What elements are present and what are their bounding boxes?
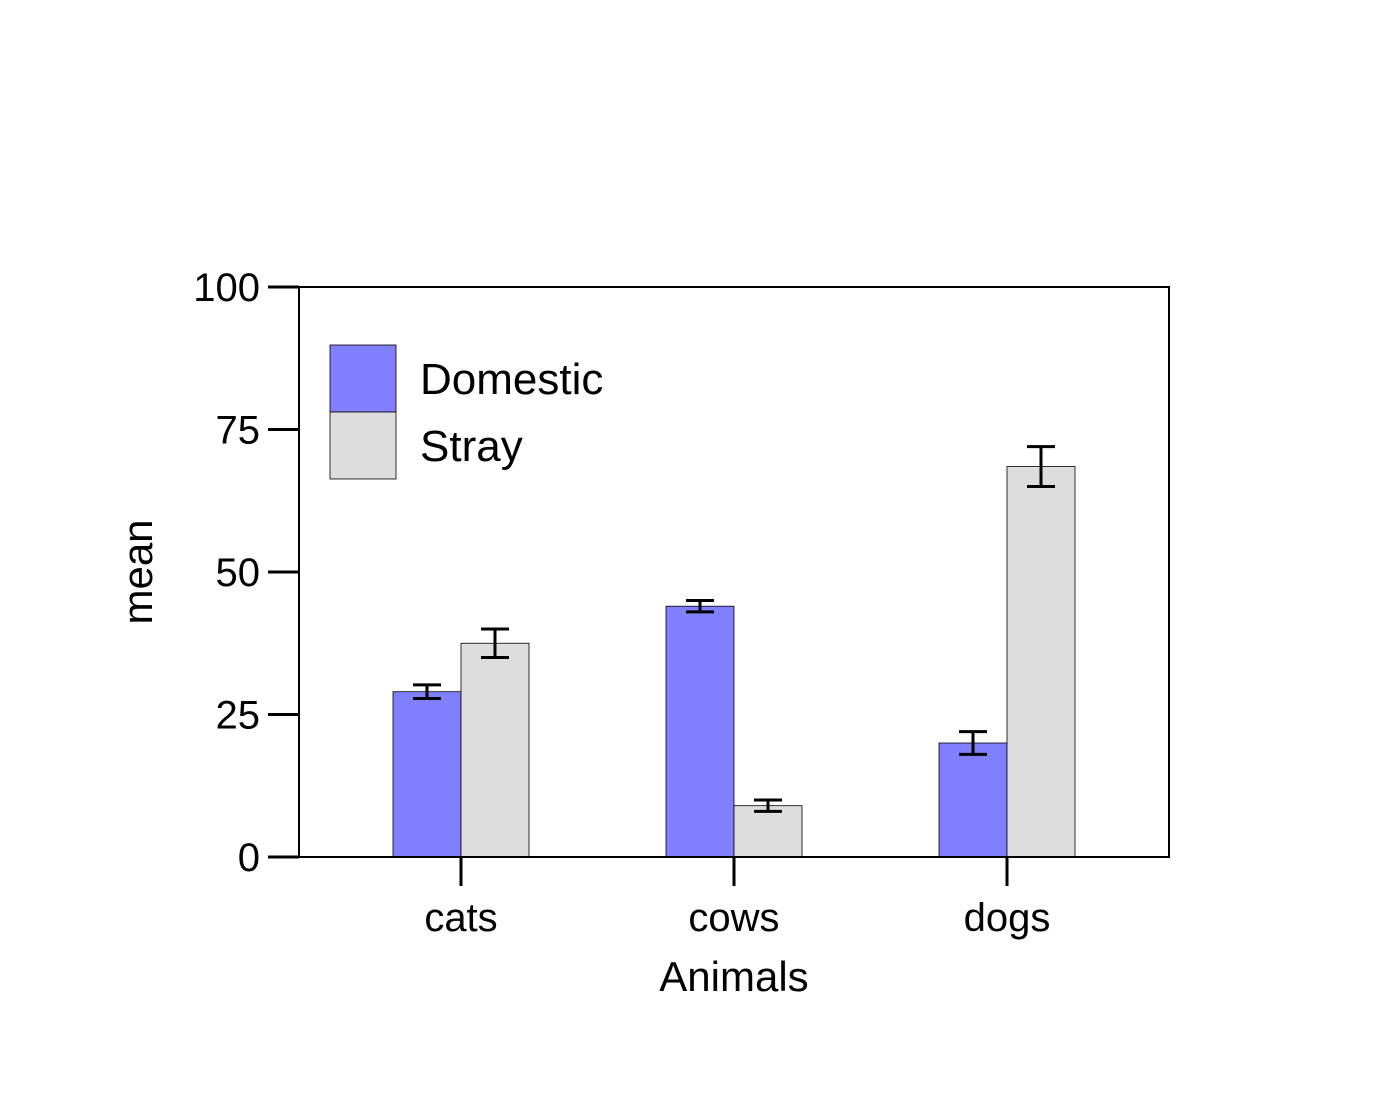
x-axis: cats cows dogs [424, 857, 1050, 940]
legend-item-stray: Stray [329, 411, 523, 480]
bar-cows-domestic [665, 605, 735, 858]
y-tick-label: 25 [216, 694, 261, 738]
y-axis-label: mean [114, 519, 161, 624]
legend-label: Stray [420, 422, 523, 471]
legend: Domestic Stray [329, 344, 603, 480]
x-axis-label: Animals [659, 953, 808, 1000]
bar-cats-stray [460, 642, 530, 858]
legend-label: Domestic [420, 355, 603, 404]
bar-dogs-stray [1006, 466, 1076, 858]
error-bar-cats-stray [481, 627, 509, 659]
y-tick-label: 75 [216, 409, 261, 453]
bar-cats-domestic [392, 691, 462, 858]
error-bars-layer [413, 445, 1055, 813]
error-bar-cows-domestic [686, 599, 714, 614]
x-tick-label-dogs: dogs [964, 896, 1051, 940]
error-bar-cats-domestic [413, 683, 441, 701]
y-axis: 0 25 50 75 100 [193, 266, 299, 880]
x-tick-label-cats: cats [424, 896, 497, 940]
y-tick-label: 50 [216, 551, 261, 595]
bar-dogs-domestic [938, 742, 1008, 858]
error-bar-dogs-domestic [959, 730, 987, 756]
legend-swatch [329, 344, 397, 413]
legend-swatch [329, 411, 397, 480]
bars-layer [392, 466, 1076, 858]
error-bar-dogs-stray [1027, 445, 1055, 488]
legend-item-domestic: Domestic [329, 344, 603, 413]
bar-cows-stray [733, 805, 803, 858]
y-tick-label: 0 [238, 836, 260, 880]
x-tick-label-cows: cows [688, 896, 779, 940]
error-bar-cows-stray [754, 798, 782, 813]
y-tick-label: 100 [193, 266, 260, 310]
